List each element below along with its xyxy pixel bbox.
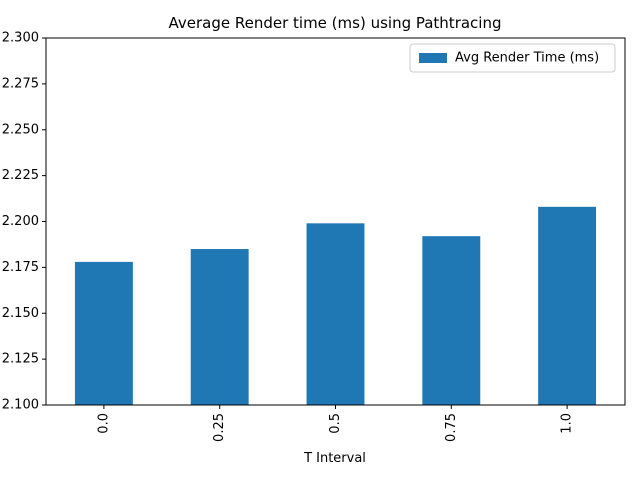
x-axis-label: T Interval <box>303 451 366 466</box>
bar-0 <box>74 261 133 405</box>
bar-1 <box>190 249 249 405</box>
y-tick-label: 2.175 <box>2 260 39 275</box>
x-tick-label: 0.75 <box>444 413 459 442</box>
bar-3 <box>422 236 481 405</box>
legend-box <box>409 43 616 73</box>
plot-area <box>45 37 626 406</box>
legend: Avg Render Time (ms) <box>409 43 616 73</box>
chart-title: Average Render time (ms) using Pathtraci… <box>168 14 501 32</box>
y-tick-label: 2.125 <box>2 352 39 367</box>
y-axis: 2.100 2.125 2.150 2.175 2.200 2.225 2.250 2.275… <box>2 31 46 413</box>
legend-swatch <box>419 53 447 63</box>
bar-2 <box>306 223 365 405</box>
x-tick-label: 0.0 <box>96 413 111 434</box>
y-tick-label: 2.200 <box>2 214 39 229</box>
x-tick-label: 0.5 <box>328 413 343 434</box>
x-tick-label: 0.25 <box>212 413 227 442</box>
legend-label: Avg Render Time (ms) <box>455 51 599 66</box>
y-tick-label: 2.250 <box>2 122 39 137</box>
bar-4 <box>538 206 597 405</box>
x-tick-label: 1.0 <box>560 413 575 434</box>
y-tick-label: 2.100 <box>2 398 39 413</box>
y-tick-label: 2.275 <box>2 76 39 91</box>
y-tick-label: 2.225 <box>2 168 39 183</box>
x-axis: 0.0 0.25 0.5 0.75 1.0 <box>96 405 575 442</box>
y-tick-label: 2.300 <box>2 31 39 46</box>
y-tick-label: 2.150 <box>2 306 39 321</box>
